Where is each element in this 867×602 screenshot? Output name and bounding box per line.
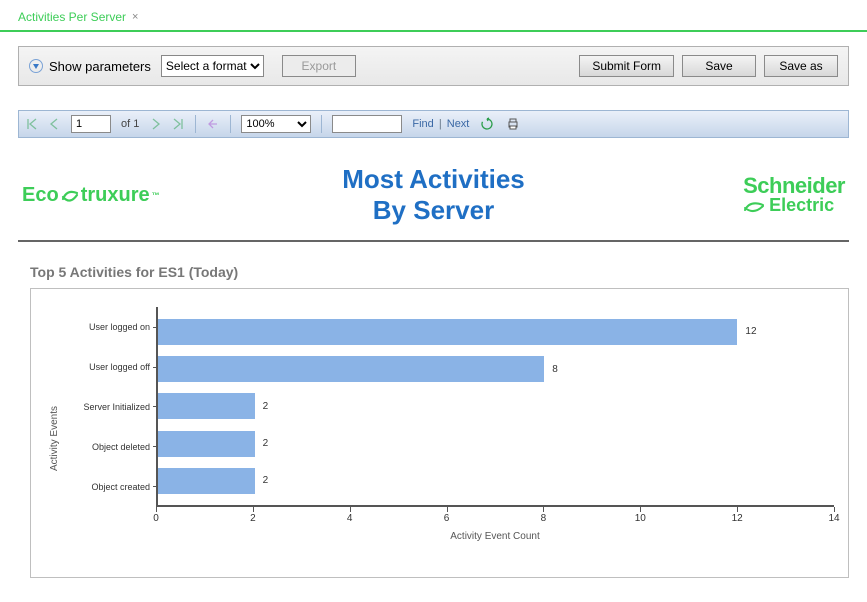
bar bbox=[158, 431, 255, 457]
tab-bar: Activities Per Server × bbox=[0, 0, 867, 32]
submit-form-button[interactable]: Submit Form bbox=[579, 55, 674, 77]
refresh-icon[interactable] bbox=[479, 116, 495, 132]
bar-row: 2 bbox=[158, 468, 834, 494]
report-title-line2: By Server bbox=[222, 195, 645, 226]
print-icon[interactable] bbox=[505, 116, 521, 132]
report-viewer-toolbar: of 1 100% Find | Next bbox=[18, 110, 849, 138]
bar-value-label: 12 bbox=[745, 326, 756, 337]
chart-subtitle: Top 5 Activities for ES1 (Today) bbox=[30, 264, 849, 280]
bar-value-label: 2 bbox=[263, 475, 269, 486]
schneider-sigil-icon bbox=[743, 199, 765, 213]
ecostruxure-logo: Eco truxure ™ bbox=[22, 184, 222, 207]
chart-plot-area: 12 8 2 2 2 bbox=[156, 307, 834, 507]
yaxis-category-label: Server Initialized bbox=[60, 402, 150, 412]
show-parameters-toggle[interactable]: Show parameters bbox=[29, 59, 151, 74]
parameter-bar: Show parameters Select a format Export S… bbox=[18, 46, 849, 86]
report-header: Eco truxure ™ Most Activities By Server … bbox=[18, 148, 849, 236]
find-input[interactable] bbox=[332, 115, 402, 133]
tab-label: Activities Per Server bbox=[18, 10, 126, 24]
xaxis-title: Activity Event Count bbox=[156, 531, 834, 542]
format-select[interactable]: Select a format bbox=[161, 55, 264, 77]
schneider-logo: Schneider Electric bbox=[645, 176, 845, 214]
xaxis-tick-label: 6 bbox=[444, 513, 450, 524]
schneider-line1: Schneider bbox=[743, 176, 845, 197]
tab-activities-per-server[interactable]: Activities Per Server × bbox=[18, 6, 142, 30]
xaxis-tick-label: 4 bbox=[347, 513, 353, 524]
bar bbox=[158, 319, 737, 345]
bar bbox=[158, 356, 544, 382]
next-page-icon[interactable] bbox=[149, 117, 163, 131]
bars-container: 12 8 2 2 2 bbox=[158, 307, 834, 505]
schneider-line2: Electric bbox=[769, 197, 834, 214]
bar-value-label: 8 bbox=[552, 364, 558, 375]
xaxis-tick-label: 0 bbox=[153, 513, 159, 524]
xaxis-tick-label: 14 bbox=[828, 513, 839, 524]
report-title-line1: Most Activities bbox=[222, 164, 645, 195]
parameter-bar-wrap: Show parameters Select a format Export S… bbox=[0, 32, 867, 92]
back-icon[interactable] bbox=[206, 117, 220, 131]
bar-value-label: 2 bbox=[263, 401, 269, 412]
ecostruxure-sigil-icon bbox=[60, 185, 80, 205]
yaxis-category-label: User logged off bbox=[60, 362, 150, 372]
export-button[interactable]: Export bbox=[282, 55, 356, 77]
bar-row: 2 bbox=[158, 393, 834, 419]
find-next-link[interactable]: Next bbox=[447, 118, 470, 130]
xaxis-tick-label: 2 bbox=[250, 513, 256, 524]
prev-page-icon[interactable] bbox=[47, 117, 61, 131]
show-parameters-label: Show parameters bbox=[49, 59, 151, 74]
report-title: Most Activities By Server bbox=[222, 164, 645, 226]
yaxis-category-label: User logged on bbox=[60, 322, 150, 332]
yaxis-category-label: Object deleted bbox=[60, 442, 150, 452]
save-button[interactable]: Save bbox=[682, 55, 756, 77]
first-page-icon[interactable] bbox=[25, 117, 39, 131]
close-icon[interactable]: × bbox=[132, 11, 138, 23]
bar bbox=[158, 468, 255, 494]
zoom-select[interactable]: 100% bbox=[241, 115, 311, 133]
xaxis-row: 02468101214 bbox=[156, 507, 834, 525]
save-as-button[interactable]: Save as bbox=[764, 55, 838, 77]
bar bbox=[158, 393, 255, 419]
expand-icon bbox=[29, 59, 43, 73]
xaxis-tick-label: 10 bbox=[635, 513, 646, 524]
page-number-input[interactable] bbox=[71, 115, 111, 133]
bar-value-label: 2 bbox=[263, 438, 269, 449]
bar-row: 8 bbox=[158, 356, 834, 382]
xaxis-tick-label: 8 bbox=[541, 513, 547, 524]
bar-row: 12 bbox=[158, 319, 834, 345]
yaxis-title: Activity Events bbox=[45, 406, 60, 471]
yaxis-category-label: Object created bbox=[60, 482, 150, 492]
bar-row: 2 bbox=[158, 431, 834, 457]
xaxis-tick-label: 12 bbox=[732, 513, 743, 524]
yaxis-labels: User logged on User logged off Server Init… bbox=[60, 307, 156, 507]
last-page-icon[interactable] bbox=[171, 117, 185, 131]
chart-frame: Activity Events User logged onUser logge… bbox=[30, 288, 849, 578]
page-of-label: of 1 bbox=[121, 118, 139, 130]
header-divider bbox=[18, 240, 849, 242]
find-link[interactable]: Find bbox=[412, 118, 433, 130]
